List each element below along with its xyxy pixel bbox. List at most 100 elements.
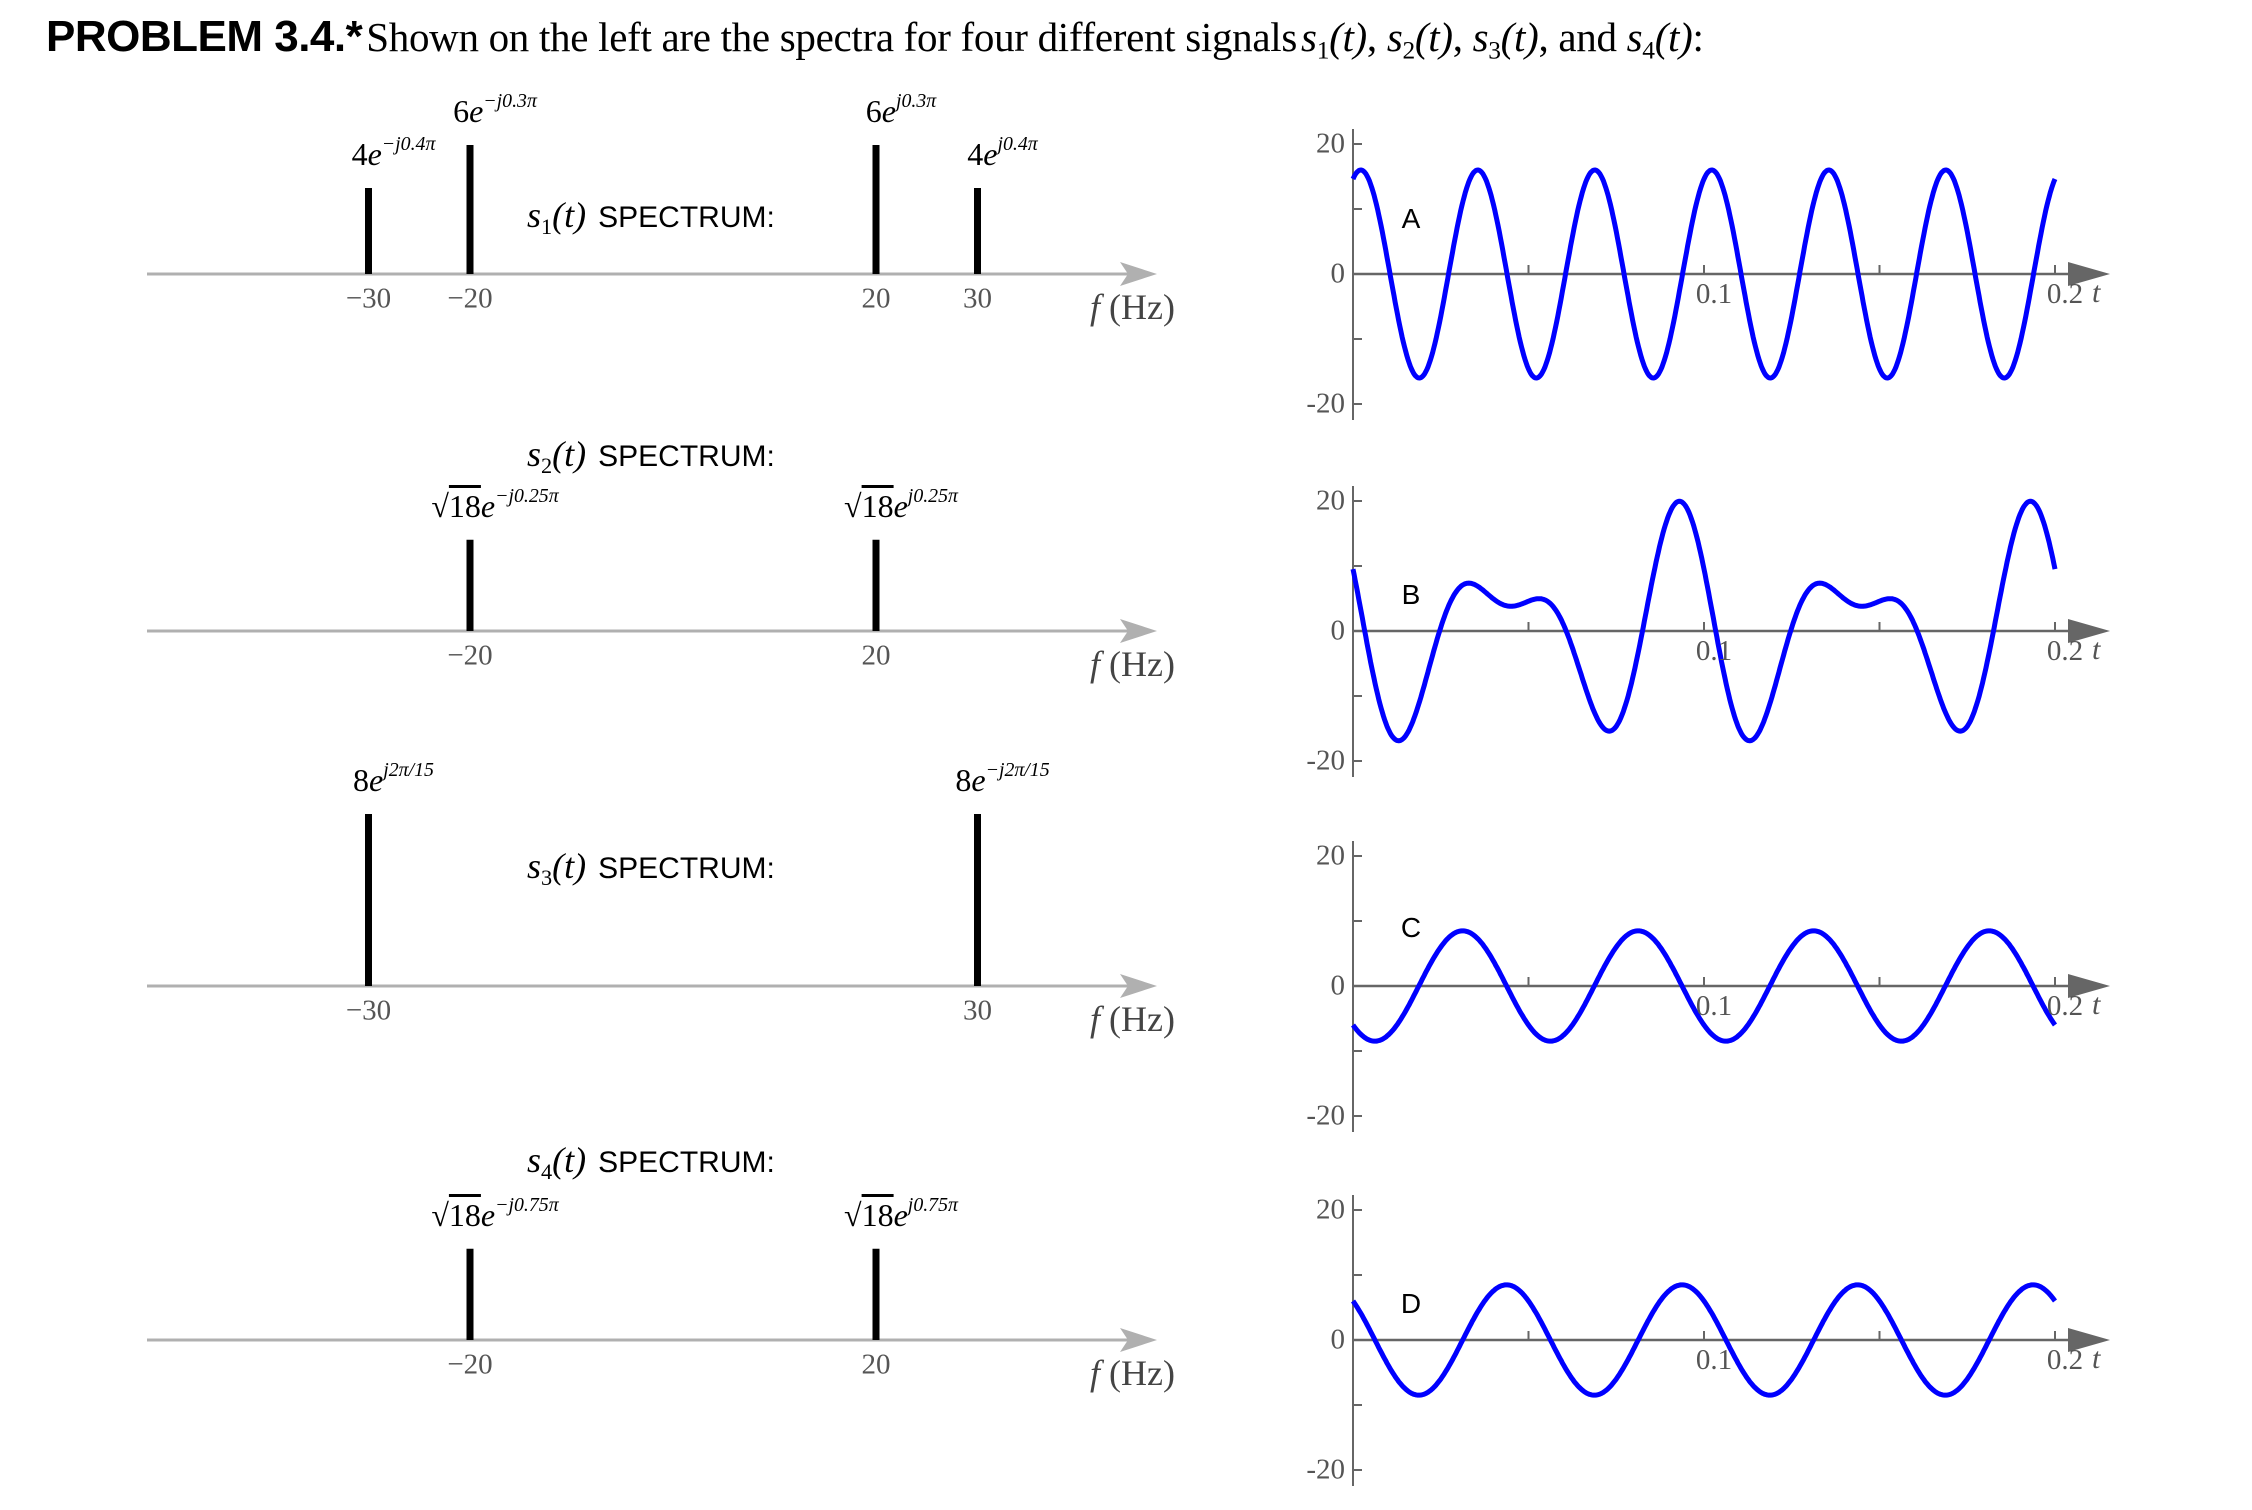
exponential-base: e	[480, 1196, 496, 1233]
phasor-label: √18e−j0.25π	[431, 484, 559, 525]
phasor-label: √18ej0.75π	[844, 1193, 958, 1234]
t-tick-label: 0.1	[1695, 990, 1733, 1022]
signal-subscript: 4	[541, 1158, 553, 1184]
signal-name: s1(t)	[527, 195, 586, 239]
frequency-tick-label: 20	[861, 282, 891, 315]
signal-name: s1(t)	[1301, 14, 1367, 65]
signal-argument: (t)	[552, 846, 587, 887]
signal-subscript: 3	[1488, 36, 1501, 65]
signal-argument: (t)	[1500, 14, 1539, 60]
y-tick-label: 0	[1330, 969, 1346, 1002]
frequency-tick-label: 20	[861, 639, 891, 672]
axis-arrow-icon	[2068, 262, 2110, 286]
phasor-phase: j0.25π	[907, 484, 958, 507]
frequency-symbol: f	[1090, 1353, 1101, 1393]
phasor-magnitude: 18	[861, 1196, 894, 1233]
signal-subscript: 2	[541, 452, 553, 478]
phasor-phase: −j0.75π	[495, 1193, 559, 1216]
spectrum-word: SPECTRUM:	[598, 852, 775, 886]
phasor-phase: −j0.4π	[381, 133, 436, 156]
signal-list: s1(t), s2(t), s3(t), and s4(t):	[1301, 14, 1704, 65]
phasor-label: 4e−j0.4π	[352, 133, 436, 173]
exponential-base: e	[469, 93, 484, 129]
y-tick-label: 0	[1330, 1323, 1346, 1356]
t-tick-label: 0.2	[2046, 278, 2084, 310]
separator: :	[1692, 14, 1704, 60]
axis-arrow-icon	[1120, 619, 1157, 643]
spectrum-title: s1(t) SPECTRUM:	[527, 194, 775, 240]
phasor-label: 4ej0.4π	[967, 133, 1038, 173]
phasor-label: √18ej0.25π	[844, 484, 958, 525]
frequency-tick-label: −20	[447, 639, 493, 672]
signal-symbol: s	[527, 1140, 542, 1181]
exponential-base: e	[971, 762, 986, 798]
frequency-symbol: f	[1090, 644, 1101, 684]
signal-argument: (t)	[1654, 14, 1693, 60]
signal-subscript: 4	[1642, 36, 1655, 65]
y-tick-label: 0	[1330, 257, 1346, 290]
frequency-tick-label: −30	[345, 282, 392, 315]
phasor-phase: j0.4π	[997, 133, 1038, 156]
frequency-axis-label: f (Hz)	[1090, 998, 1175, 1040]
signal-name: s4(t)	[1627, 14, 1693, 65]
axis-arrow-icon	[2068, 1328, 2110, 1352]
axis-arrow-icon	[1120, 974, 1157, 998]
frequency-symbol: f	[1090, 999, 1101, 1039]
axis-arrow-icon	[1120, 1328, 1157, 1352]
phasor-phase: −j2π/15	[985, 759, 1050, 782]
signal-subscript: 1	[541, 213, 553, 239]
phasor-label: 6ej0.3π	[866, 90, 937, 130]
signal-name: s2(t)	[527, 434, 586, 478]
sqrt-symbol: √	[844, 487, 862, 524]
t-axis-label: t	[2092, 1342, 2101, 1375]
frequency-axis-label: f (Hz)	[1090, 643, 1175, 685]
spectrum-word: SPECTRUM:	[598, 440, 775, 474]
y-tick-label: -20	[1306, 387, 1345, 420]
frequency-tick-label: −20	[447, 1348, 493, 1381]
signal-symbol: s	[527, 846, 542, 887]
waveform-c	[1350, 928, 2058, 1044]
waveform-letter: D	[1400, 1288, 1422, 1319]
unit: (Hz)	[1109, 1353, 1175, 1393]
phasor-magnitude: 18	[448, 487, 481, 524]
frequency-tick-label: 30	[963, 994, 992, 1027]
signal-argument: (t)	[552, 1140, 587, 1181]
phasor-magnitude: 18	[861, 487, 894, 524]
t-tick-label: 0.1	[1695, 278, 1733, 310]
exponential-base: e	[369, 762, 384, 798]
phasor-phase: j0.75π	[907, 1193, 958, 1216]
unit: (Hz)	[1109, 644, 1175, 684]
phasor-label: 6e−j0.3π	[453, 91, 537, 130]
signal-name: s2(t)	[1386, 14, 1453, 65]
separator: , and	[1538, 14, 1627, 60]
axis-arrow-icon	[1120, 262, 1157, 286]
signal-symbol: s	[527, 434, 542, 475]
phasor-phase: −j0.25π	[495, 484, 559, 507]
waveform-b	[1350, 498, 2058, 744]
signal-symbol: s	[1301, 14, 1317, 60]
phasor-magnitude: 8	[955, 762, 972, 798]
axis-arrow-icon	[2068, 974, 2110, 998]
signal-name: s3(t)	[1472, 14, 1539, 65]
signal-symbol: s	[1472, 14, 1489, 60]
waveform-a	[1350, 167, 2058, 381]
signal-symbol: s	[1386, 14, 1403, 60]
frequency-tick-label: −20	[447, 282, 493, 315]
phasor-magnitude: 18	[448, 1196, 481, 1233]
t-axis-label: t	[2092, 633, 2101, 666]
y-tick-label: 20	[1316, 839, 1345, 872]
signal-subscript: 1	[1316, 36, 1330, 65]
signal-name: s4(t)	[527, 1140, 587, 1184]
frequency-tick-label: −30	[345, 994, 392, 1027]
sqrt-symbol: √	[844, 1196, 862, 1233]
phasor-phase: j2π/15	[383, 759, 434, 782]
separator: ,	[1366, 14, 1387, 60]
spectrum-word: SPECTRUM:	[598, 201, 775, 235]
waveform-d	[1350, 1282, 2058, 1398]
phasor-magnitude: 6	[453, 93, 470, 129]
y-tick-label: 20	[1316, 1193, 1345, 1226]
exponential-base: e	[881, 93, 896, 129]
phasor-phase: j0.3π	[895, 90, 937, 113]
phasor-magnitude: 4	[967, 136, 984, 172]
